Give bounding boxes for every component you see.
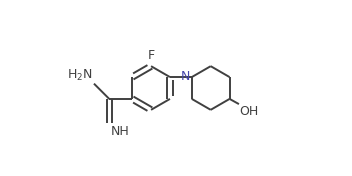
Text: OH: OH [239, 105, 259, 118]
Text: F: F [147, 49, 155, 62]
Text: N: N [181, 70, 190, 83]
Text: H$_2$N: H$_2$N [67, 67, 93, 83]
Text: NH: NH [110, 125, 129, 138]
